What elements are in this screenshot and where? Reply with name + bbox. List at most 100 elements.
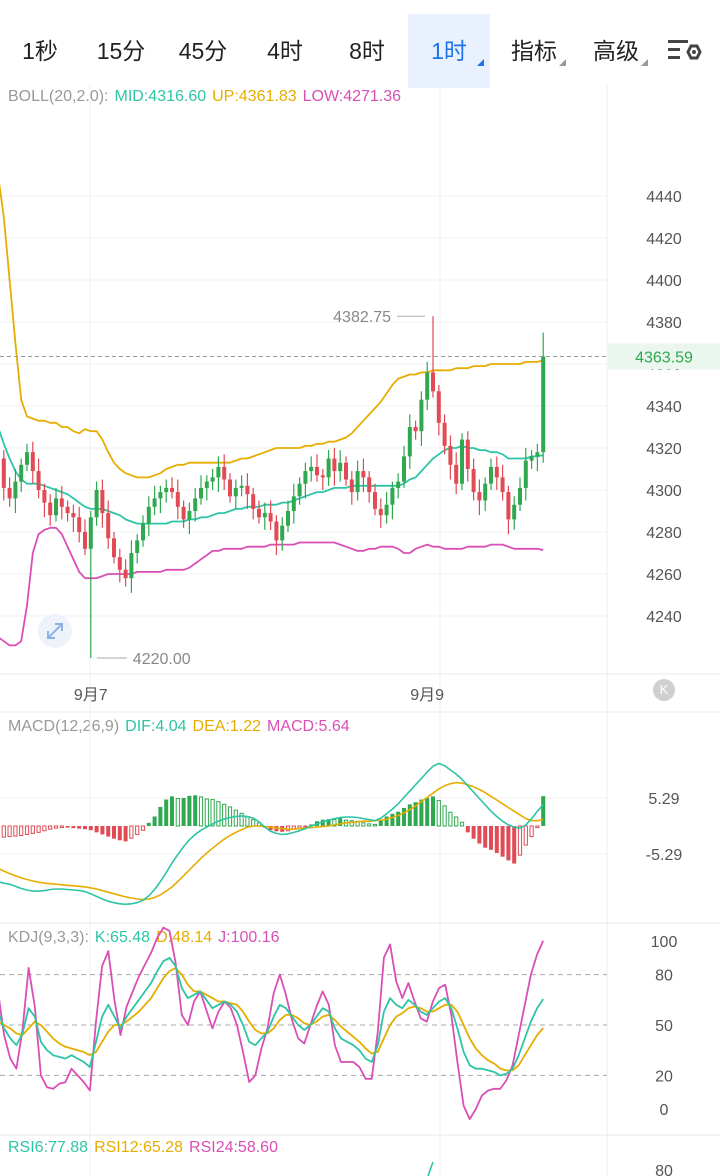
macd-histogram-bar xyxy=(48,825,53,830)
candle-body xyxy=(448,445,453,465)
macd-histogram-bar xyxy=(378,820,383,826)
candle-body xyxy=(465,439,470,469)
macd-legend: MACD(12,26,9) DIF:4.04 DEA:1.22 MACD:5.64 xyxy=(8,718,356,736)
y-tick-label: 4400 xyxy=(646,273,682,290)
rsi24: RSI24:58.60 xyxy=(189,1139,278,1156)
candle-body xyxy=(535,452,540,457)
tab-4h[interactable]: 4时 xyxy=(244,14,326,88)
chart-settings-icon[interactable] xyxy=(664,36,704,66)
macd-histogram-bar xyxy=(477,826,482,844)
tab-label: 4时 xyxy=(267,38,303,64)
macd-histogram-bar xyxy=(407,804,412,826)
macd-histogram-bar xyxy=(1,825,6,838)
y-tick-label: 4280 xyxy=(646,525,682,542)
macd-histogram-bar xyxy=(425,797,430,826)
rsi-legend: RSI6:77.88 RSI12:65.28 RSI24:58.60 xyxy=(8,1139,284,1157)
macd-histogram-bar xyxy=(175,797,180,827)
tab-label: 8时 xyxy=(349,38,385,64)
candle-body xyxy=(71,513,76,518)
grid-lines xyxy=(0,85,720,1176)
macd-histogram-bar xyxy=(193,795,198,826)
candle-body xyxy=(19,464,24,482)
candle-body xyxy=(170,487,174,493)
k-badge-icon[interactable]: K xyxy=(653,679,675,701)
x-tick-label: 9月9 xyxy=(410,687,444,704)
macd-histogram-bar xyxy=(59,825,64,829)
tab-indicators[interactable]: 指标 xyxy=(496,14,572,88)
boll-mid-line xyxy=(0,430,544,525)
macd-histogram-bar xyxy=(30,825,35,834)
candle-body xyxy=(355,471,360,493)
tab-15m[interactable]: 15分 xyxy=(80,14,162,88)
candle-body xyxy=(88,517,93,549)
macd-label: MACD(12,26,9) xyxy=(8,718,120,735)
expand-arrows-icon[interactable] xyxy=(38,614,72,648)
y-tick-label: 4360 xyxy=(646,357,682,374)
macd-histogram-bar xyxy=(523,825,528,846)
macd-histogram-bar xyxy=(320,819,325,826)
macd-histogram-bar xyxy=(303,825,308,828)
candle-body xyxy=(390,487,395,505)
macd-histogram-bar xyxy=(326,819,331,826)
candle-body xyxy=(187,511,192,520)
macd-histogram-bar xyxy=(535,825,540,829)
macd-histogram-bar xyxy=(216,801,221,827)
candle-body xyxy=(152,498,157,507)
macd-dea: DEA:1.22 xyxy=(192,718,261,735)
macd-histogram-bar xyxy=(297,825,302,829)
interval-tabs: 1秒 15分 45分 4时 8时 1时 指标 高级 xyxy=(0,14,720,88)
tab-45m[interactable]: 45分 xyxy=(162,14,244,88)
macd-histogram-bar xyxy=(100,826,105,835)
y-tick-label: 4300 xyxy=(646,483,682,500)
macd-histogram-bar xyxy=(83,826,87,830)
kdj-j-line xyxy=(0,926,545,1120)
macd-histogram-bar xyxy=(106,826,111,837)
macd-histogram-bar xyxy=(198,796,204,827)
macd-value: MACD:5.64 xyxy=(267,718,350,735)
macd-histogram-bar xyxy=(123,826,128,842)
candle-body xyxy=(77,517,82,532)
candle-body xyxy=(384,504,389,516)
candle-body xyxy=(193,498,198,511)
candle-body xyxy=(471,469,476,493)
candle-body xyxy=(228,479,232,497)
candle-body xyxy=(361,471,366,478)
macd-histogram-bar xyxy=(210,799,215,827)
tab-8h[interactable]: 8时 xyxy=(326,14,408,88)
candle-body xyxy=(146,506,151,524)
macd-histogram-bar xyxy=(251,819,256,827)
macd-dif-line xyxy=(0,762,544,906)
macd-histogram-bar xyxy=(146,822,151,826)
macd-histogram-bar xyxy=(483,826,488,848)
candle-body xyxy=(518,487,522,505)
candle-body xyxy=(523,460,528,488)
tab-1s[interactable]: 1秒 xyxy=(0,14,80,88)
macd-histogram-bar xyxy=(152,816,157,826)
macd-histogram-bar xyxy=(187,795,192,826)
kdj-y-tick: 50 xyxy=(655,1018,673,1035)
rsi6: RSI6:77.88 xyxy=(8,1139,89,1156)
macd-histogram-bar xyxy=(315,821,319,826)
tab-1h[interactable]: 1时 xyxy=(408,14,490,88)
macd-histogram-bar xyxy=(454,816,459,827)
macd-histogram-bar xyxy=(506,826,511,861)
macd-histogram-bar xyxy=(459,821,465,827)
candle-body xyxy=(251,494,256,509)
candle-body xyxy=(141,523,145,541)
tab-label: 指标 xyxy=(511,38,557,64)
kdj-k-line xyxy=(0,956,544,1077)
candle-body xyxy=(216,466,221,478)
kdj-y-tick: 0 xyxy=(660,1102,669,1119)
tab-advanced[interactable]: 高级 xyxy=(578,14,654,88)
macd-histogram-bar xyxy=(262,826,267,828)
macd-histogram-bar xyxy=(268,826,273,831)
candle-body xyxy=(477,492,482,501)
dropdown-triangle-icon xyxy=(641,59,648,66)
macd-histogram-bar xyxy=(372,823,378,827)
rsi12: RSI12:65.28 xyxy=(94,1139,184,1156)
tab-label: 高级 xyxy=(593,38,639,64)
macd-histogram-bar xyxy=(140,825,146,831)
macd-histogram-bar xyxy=(19,825,24,837)
macd-histogram-bar xyxy=(309,824,314,826)
